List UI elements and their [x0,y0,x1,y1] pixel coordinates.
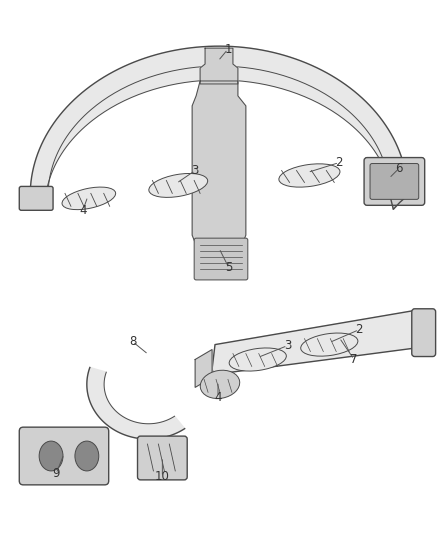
Ellipse shape [301,333,358,356]
Ellipse shape [75,441,99,471]
Text: 4: 4 [214,391,222,404]
Polygon shape [200,48,238,84]
Ellipse shape [149,173,208,197]
Text: 10: 10 [155,471,170,483]
Text: 9: 9 [52,467,60,480]
FancyBboxPatch shape [370,164,419,199]
Polygon shape [195,350,212,387]
Text: 1: 1 [224,43,232,55]
Polygon shape [390,196,408,209]
FancyBboxPatch shape [138,436,187,480]
Ellipse shape [62,187,116,209]
FancyBboxPatch shape [19,427,109,485]
Text: 3: 3 [191,164,199,177]
Polygon shape [30,196,48,209]
Ellipse shape [39,441,63,471]
Polygon shape [30,46,408,209]
Polygon shape [87,367,185,439]
Text: 2: 2 [336,156,343,169]
Ellipse shape [279,164,340,187]
Text: 4: 4 [79,204,87,217]
FancyBboxPatch shape [19,187,53,211]
Text: 2: 2 [355,323,363,336]
Text: 3: 3 [284,339,291,352]
Text: 5: 5 [225,262,233,274]
Text: 8: 8 [129,335,136,348]
FancyBboxPatch shape [194,238,248,280]
Ellipse shape [229,348,286,371]
FancyBboxPatch shape [364,158,425,205]
Text: 6: 6 [395,162,403,175]
Text: 7: 7 [350,353,358,366]
FancyBboxPatch shape [412,309,436,357]
Ellipse shape [200,370,240,399]
Polygon shape [212,310,423,375]
Polygon shape [192,81,246,263]
